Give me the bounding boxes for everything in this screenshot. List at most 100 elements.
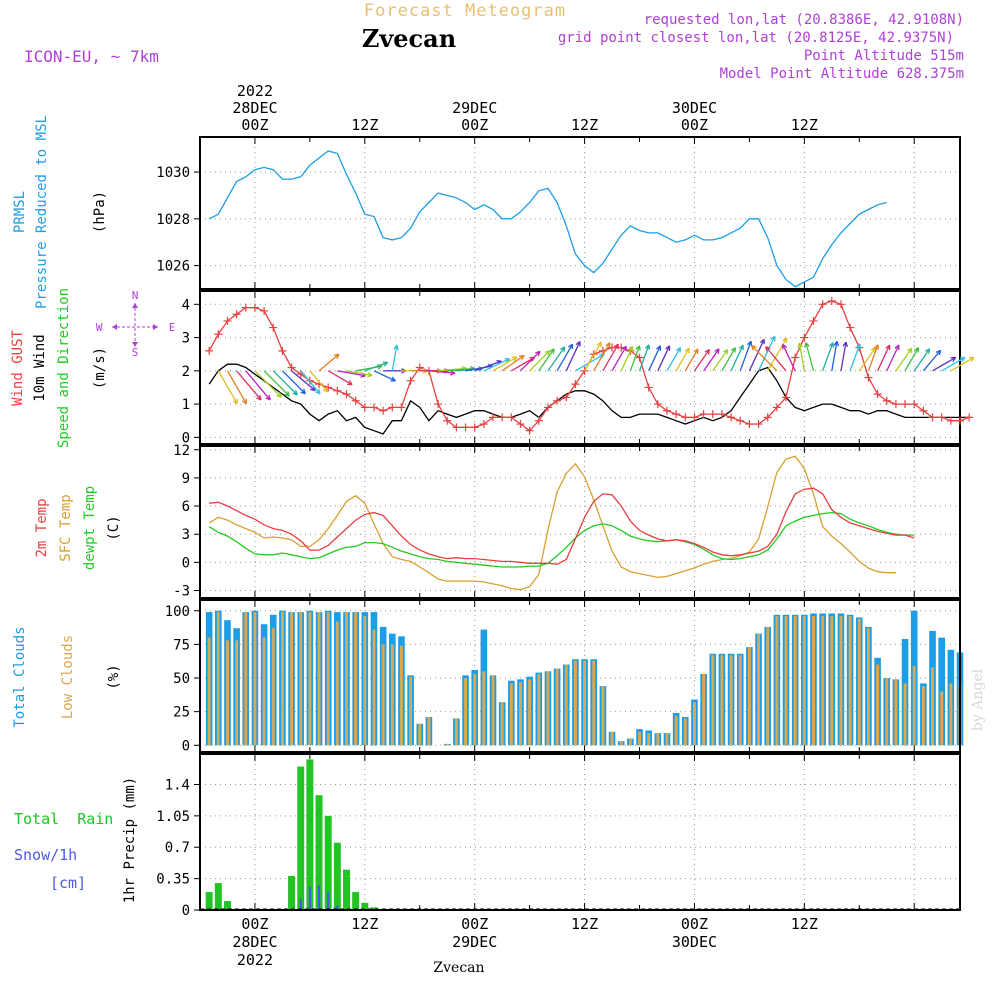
y-tick-label: -3 [173,583,190,599]
low-cloud-bar [638,731,641,746]
top-axis-label: 00Z [461,116,488,134]
wind-arrow [501,354,525,372]
gust-marker [635,353,644,362]
wind-arrow [300,370,321,395]
gust-marker [800,333,809,342]
grid-coords: grid point closest lon,lat (20.8125E, 42… [558,30,954,46]
gust-marker [397,403,406,412]
wind-arrow-head [935,349,942,356]
wind-arrow [648,345,661,372]
wind-arrow [751,345,778,372]
y-tick-label: 1.05 [156,809,190,825]
wind-arrow-head [738,344,744,351]
gust-marker [928,413,937,422]
gust-marker [580,366,589,375]
y-tick-label: 12 [173,443,190,459]
gust-marker [809,316,818,325]
pressure-panel-labels: PRMSL Pressure Reduced to MSL (hPa) [12,115,108,309]
wind-panel-labels: Wind GUST 10m Wind Speed and Direction (… [10,288,175,448]
wind-arrow-head [693,348,699,355]
y-tick-label: 25 [173,705,190,721]
y-tick-label: 1.4 [165,777,190,793]
clouds-unit: (%) [106,664,122,689]
top-axis-label: 12Z [571,116,598,134]
panel-wind: 0 1 2 3 4 [182,290,975,446]
y-tick-label: 0.35 [156,872,190,888]
wind-arrow-head [782,337,788,343]
wind-arrow-head [560,346,566,352]
wind-arrow-head [519,354,525,361]
compass-e: E [169,321,176,334]
low-cloud-bar [326,612,330,746]
wind-arrow-head [759,338,765,345]
bottom-axis-label: 00Z [241,915,268,933]
model-altitude: Model Point Altitude 628.375m [720,66,964,82]
gust-marker [754,420,763,429]
panel-precipitation: 0 0.35 0.7 1.05 1.4 [156,753,961,919]
wind-arrow [245,370,271,401]
wind-arrow [236,370,262,401]
pressure-title2: Pressure Reduced to MSL [34,115,50,309]
gust-marker [965,413,974,422]
y-tick-label: 50 [173,671,190,687]
wind-arrow-head [292,389,298,396]
wind-arrow [547,346,566,372]
top-axis-label: 2022 [237,82,273,100]
low-cloud-bar [647,733,651,746]
wind-arrow [739,340,752,372]
low-cloud-bar [390,644,394,746]
low-cloud-bar [940,691,944,746]
wind-arrow [886,344,900,372]
wind-arrow-head [751,345,757,351]
gust-marker [269,323,278,332]
low-cloud-bar [857,618,861,746]
bottom-axis-label: 29DEC [452,933,497,951]
rain-bar [315,795,323,910]
gust-marker [873,390,882,399]
low-cloud-bar [674,715,678,746]
wind-arrow [858,347,877,372]
rain-bar [306,759,314,910]
rain-bar [223,901,231,910]
gust-marker [379,406,388,415]
panel-frame [199,290,961,445]
low-cloud-bar [491,675,495,746]
low-cloud-bar [308,612,312,746]
low-cloud-bar [949,683,953,746]
clouds-title2: Low Clouds [60,635,76,719]
wind-arrow-head [675,347,682,353]
compass-icon: N S W E [96,289,176,359]
gust-marker [772,403,781,412]
low-cloud-bar [519,682,522,746]
gust-marker [507,413,516,422]
wind-arrow-head [575,340,581,347]
wind-arrow-head [256,394,262,401]
gust-marker [415,363,424,372]
wind-arrow [556,343,574,372]
wind-arrow [272,370,298,396]
wind-arrow-head [959,356,966,362]
low-cloud-bar [573,660,577,746]
wind-arrow-head [894,344,900,351]
wind-arrow [765,346,787,372]
gust-marker [278,346,287,355]
low-cloud-bar [747,647,751,746]
gust-marker [470,423,479,432]
wind-arrow [675,347,690,372]
rain-bar [324,815,332,910]
low-cloud-bar [290,612,294,746]
wind-arrow [805,342,815,371]
low-cloud-bar [793,616,797,746]
panel-frame [199,753,961,911]
clouds-title1: Total Clouds [12,626,28,727]
snow-bar [317,884,321,910]
wind-arrow [483,358,510,372]
y-tick-label: 6 [182,499,190,515]
y-tick-label: 100 [165,604,190,620]
wind-arrow [447,367,475,372]
top-axis-label: 00Z [241,116,268,134]
gust-marker [571,380,580,389]
wind-arrow [337,370,366,377]
wind-arrow [474,360,502,372]
